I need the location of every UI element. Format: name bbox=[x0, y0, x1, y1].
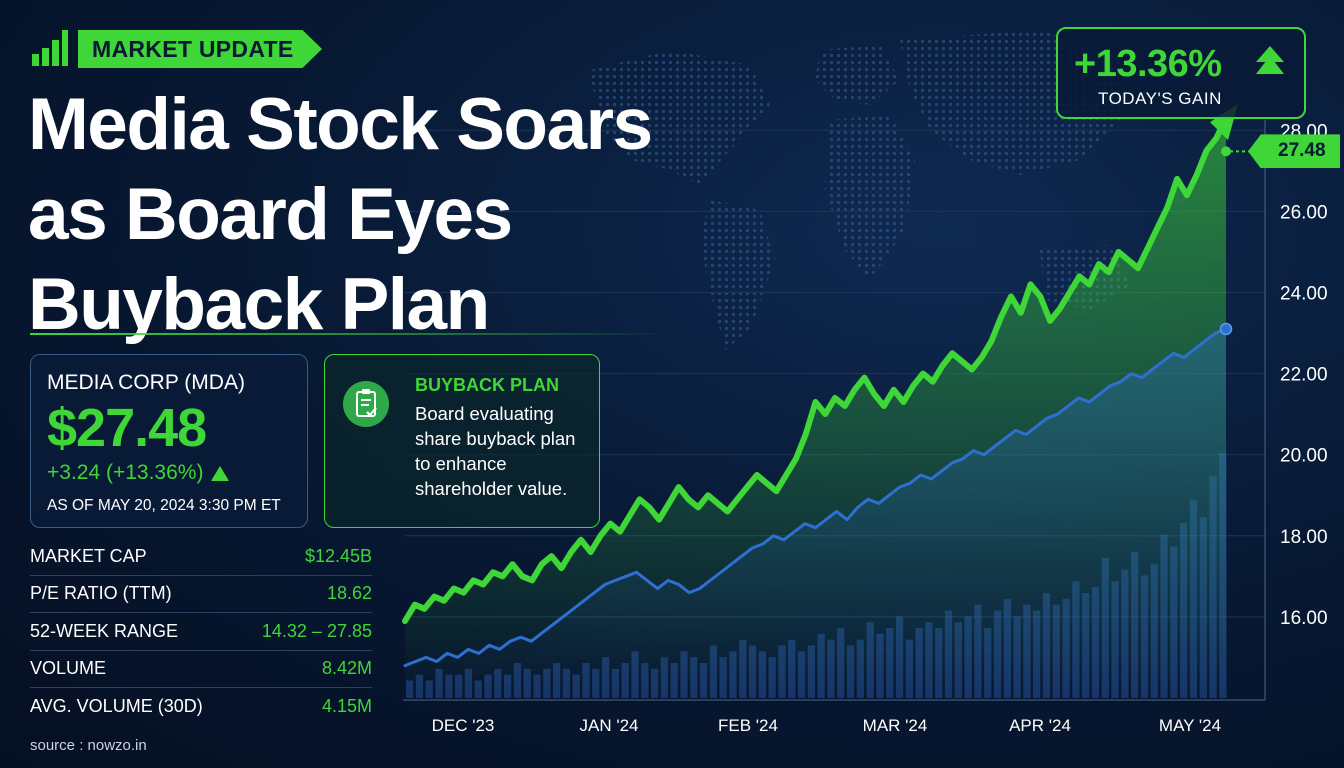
stat-label: P/E RATIO (TTM) bbox=[30, 583, 172, 604]
stat-row-avg-volume: AVG. VOLUME (30D) 4.15M bbox=[30, 688, 372, 726]
stat-label: 52-WEEK RANGE bbox=[30, 620, 179, 641]
stat-row-volume: VOLUME 8.42M bbox=[30, 651, 372, 688]
stock-stats-table: MARKET CAP $12.45B P/E RATIO (TTM) 18.62… bbox=[30, 538, 372, 726]
series-endpoints bbox=[1219, 146, 1250, 336]
series-2-endpoint bbox=[1219, 322, 1233, 336]
stat-label: AVG. VOLUME (30D) bbox=[30, 696, 203, 717]
stat-row-52-week-range: 52-WEEK RANGE 14.32 – 27.85 bbox=[30, 613, 372, 651]
world-map-background bbox=[590, 30, 1130, 350]
x-tick-label: JAN '24 bbox=[580, 716, 639, 735]
todays-gain-label: TODAY'S GAIN bbox=[1098, 89, 1222, 108]
stat-label: VOLUME bbox=[30, 658, 107, 679]
market-update-tag: MARKET UPDATE bbox=[78, 30, 322, 68]
x-axis-ticks: DEC '23 JAN '24 FEB '24 MAR '24 APR '24 MAY '… bbox=[432, 716, 1221, 735]
y-tick-label: 22.00 bbox=[1280, 365, 1328, 386]
x-tick-label: DEC '23 bbox=[432, 716, 495, 735]
stock-price: $27.48 bbox=[47, 398, 207, 458]
buyback-description: Board evaluating share buyback plan to e… bbox=[415, 403, 576, 499]
stat-value: 14.32 – 27.85 bbox=[261, 620, 372, 641]
stat-label: MARKET CAP bbox=[30, 545, 147, 566]
source-credit: source : nowzo.in bbox=[30, 737, 147, 754]
buyback-title: BUYBACK PLAN bbox=[415, 375, 559, 395]
up-arrow-icon bbox=[211, 465, 230, 481]
y-tick-label: 18.00 bbox=[1280, 527, 1328, 548]
headline-line-3: Buyback Plan bbox=[28, 264, 490, 345]
quote-timestamp: AS OF MAY 20, 2024 3:30 PM ET bbox=[47, 497, 281, 514]
series-line-2 bbox=[403, 327, 1228, 668]
x-tick-label: MAY '24 bbox=[1159, 716, 1221, 735]
stock-quote-card: MEDIA CORP (MDA) $27.48 +3.24 (+13.36%) … bbox=[30, 354, 308, 528]
stat-value: 8.42M bbox=[321, 658, 372, 679]
stat-row-market-cap: MARKET CAP $12.45B bbox=[30, 538, 372, 576]
x-tick-label: FEB '24 bbox=[718, 716, 778, 735]
todays-gain-value: +13.36% bbox=[1074, 43, 1222, 85]
buyback-plan-card: BUYBACK PLAN Board evaluating share buyb… bbox=[324, 354, 600, 528]
up-triangle-icon bbox=[1256, 46, 1284, 74]
series-line-1 bbox=[402, 115, 1229, 624]
y-tick-label: 16.00 bbox=[1280, 608, 1328, 629]
y-tick-label: 20.00 bbox=[1280, 446, 1328, 467]
series-area-2 bbox=[405, 329, 1226, 698]
stock-change: +3.24 (+13.36%) bbox=[47, 461, 307, 485]
headline-line-2: as Board Eyes bbox=[28, 174, 513, 255]
headline: Media Stock Soars as Board Eyes Buyback … bbox=[28, 80, 728, 350]
bar-chart-icon bbox=[32, 30, 68, 66]
clipboard-check-icon bbox=[343, 381, 389, 427]
stat-row-pe-ratio: P/E RATIO (TTM) 18.62 bbox=[30, 576, 372, 613]
stat-value: 18.62 bbox=[326, 583, 372, 604]
stat-value: 4.15M bbox=[321, 696, 372, 717]
current-price-flag: 27.48 bbox=[1248, 134, 1340, 169]
x-tick-label: MAR '24 bbox=[863, 716, 928, 735]
x-tick-label: APR '24 bbox=[1009, 716, 1071, 735]
headline-line-1: Media Stock Soars bbox=[28, 84, 653, 165]
stock-name: MEDIA CORP (MDA) bbox=[47, 371, 245, 394]
stock-change-value: +3.24 (+13.36%) bbox=[47, 461, 204, 484]
y-tick-label: 24.00 bbox=[1280, 283, 1328, 304]
y-tick-label: 26.00 bbox=[1280, 202, 1328, 223]
headline-divider bbox=[30, 333, 670, 335]
stat-value: $12.45B bbox=[304, 545, 372, 566]
current-price-dot bbox=[1221, 146, 1231, 157]
